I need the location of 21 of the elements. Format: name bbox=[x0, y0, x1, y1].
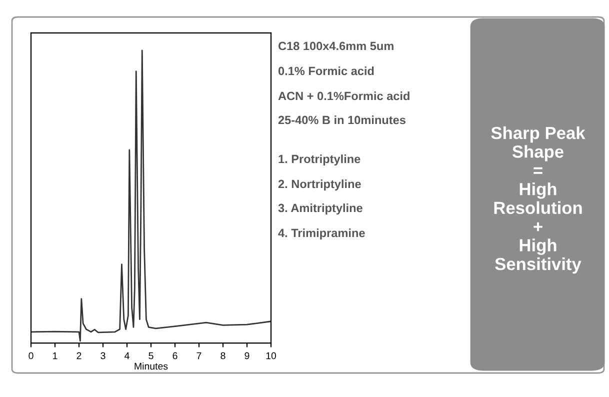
text: C18 100x4.6mm 5um bbox=[278, 42, 394, 50]
x-tick-label: 1 bbox=[53, 352, 58, 360]
text: 0.1% Formic acid bbox=[278, 66, 374, 76]
text: 3. Amitriptyline bbox=[278, 203, 362, 214]
text: 1. Protriptyline bbox=[278, 154, 360, 166]
x-tick-label: 7 bbox=[196, 352, 202, 360]
x-tick-label: 4 bbox=[124, 352, 130, 360]
x-tick-label: 9 bbox=[244, 352, 250, 360]
x-tick-label: 10 bbox=[266, 352, 276, 360]
x-tick-label: 3 bbox=[100, 352, 106, 360]
x-tick-label: 0 bbox=[28, 352, 34, 360]
x-tick-label: 8 bbox=[220, 352, 226, 360]
text: Sharp Peak Shape = High Resolution + High Sensitivity bbox=[491, 126, 586, 274]
x-tick-label: 6 bbox=[172, 352, 178, 360]
text: 2. Nortriptyline bbox=[278, 179, 361, 190]
x-tick-label: 5 bbox=[148, 352, 154, 360]
x-tick-label: 2 bbox=[76, 352, 82, 360]
text: 4. Trimipramine bbox=[278, 228, 365, 240]
text: 25-40% B in 10minutes bbox=[278, 116, 406, 124]
x-axis-title: Minutes bbox=[134, 362, 168, 370]
text: ACN + 0.1%Formic acid bbox=[278, 92, 410, 100]
